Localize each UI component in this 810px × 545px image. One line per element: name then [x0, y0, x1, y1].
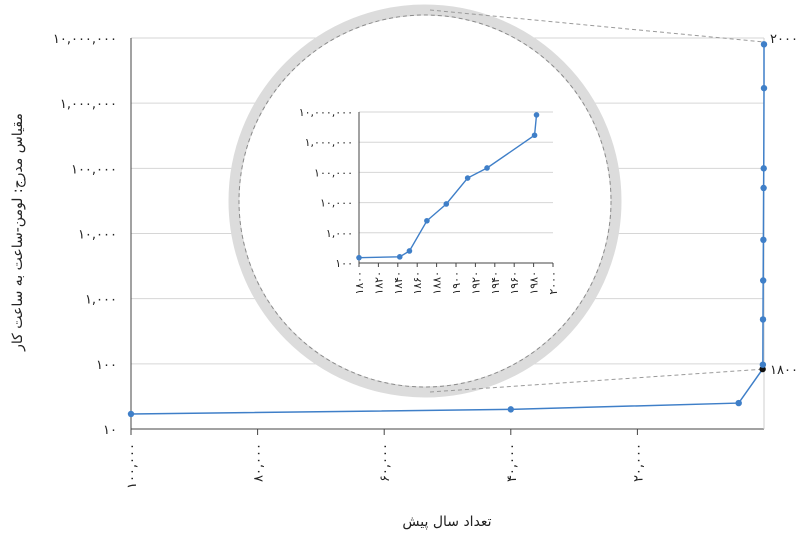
- main-x-tick-label: ۱۰۰,۰۰۰: [125, 443, 140, 489]
- inset-y-tick-label: ۱۰۰: [335, 257, 353, 270]
- main-y-tick-label: ۱۰۰: [96, 358, 117, 373]
- main-data-point: [759, 277, 767, 284]
- main-series-line: [130, 44, 765, 415]
- main-y-tick-label: ۱۰,۰۰۰: [78, 228, 117, 243]
- inset-y-tick-labels: ۱۰۰ ۱,۰۰۰ ۱۰,۰۰۰ ۱۰۰,۰۰۰ ۱,۰۰۰,۰۰۰ ۱۰,۰۰۰,۰۰۰: [299, 106, 353, 270]
- inset-x-tick-label: ۱۸۰۰: [353, 271, 366, 295]
- inset-y-tick-label: ۱,۰۰۰: [326, 227, 353, 240]
- main-y-tick-label: ۱۰: [103, 423, 117, 438]
- main-y-tick-label: ۱۰,۰۰۰,۰۰۰: [53, 32, 117, 47]
- magnifier-ring: [228, 4, 622, 398]
- main-data-point: [759, 316, 767, 323]
- main-data-point: [760, 84, 768, 92]
- main-data-point: [127, 410, 135, 418]
- inset-y-tick-label: ۱,۰۰۰,۰۰۰: [305, 136, 353, 149]
- inset-data-point: [424, 217, 430, 224]
- inset-y-tick-label: ۱۰,۰۰۰: [320, 197, 353, 210]
- inset-x-tick-label: ۱۹۴۰: [489, 271, 502, 295]
- main-data-point: [760, 236, 767, 244]
- main-data-point: [760, 41, 768, 48]
- main-data-point: [759, 361, 767, 368]
- main-y-tick-label: ۱۰۰,۰۰۰: [71, 162, 117, 177]
- inset-data-point: [464, 175, 471, 181]
- inset-x-tick-label: ۱۹۶۰: [508, 271, 521, 295]
- main-data-point: [735, 399, 742, 407]
- main-data-point: [760, 184, 767, 192]
- inset-data-point: [406, 248, 413, 254]
- main-x-tick-label: ۶۰,۰۰۰: [378, 443, 393, 482]
- inset-x-tick-label: ۱۸۲۰: [372, 271, 385, 295]
- inset-x-tick-labels: ۱۸۰۰ ۱۸۲۰ ۱۸۴۰ ۱۸۶۰ ۱۸۸۰ ۱۹۰۰ ۱۹۲۰ ۱۹۴۰ ۱۹۶۰ ۱۹۸۰…: [353, 271, 560, 295]
- inset-series: [356, 112, 540, 261]
- inset-data-point: [533, 112, 540, 118]
- inset-x-tick-label: ۱۸۶۰: [411, 271, 424, 295]
- x-axis-title: تعداد سال پیش: [402, 514, 491, 530]
- year-annotation: ۱۸۰۰: [770, 363, 798, 378]
- inset-data-point: [356, 254, 362, 261]
- main-data-point: [760, 165, 767, 172]
- inset-x-tick-label: ۲۰۰۰: [547, 271, 560, 295]
- inset-data-point: [443, 201, 450, 207]
- main-data-point: [507, 406, 514, 413]
- year-annotation: ۲۰۰۰: [770, 32, 798, 47]
- inset-y-tick-label: ۱۰,۰۰۰,۰۰۰: [299, 106, 353, 119]
- inset-data-point: [484, 165, 490, 171]
- main-x-tick-labels: ۱۰۰,۰۰۰ ۸۰,۰۰۰ ۶۰,۰۰۰ ۴۰,۰۰۰ ۲۰,۰۰۰: [125, 443, 646, 489]
- main-y-tick-label: ۱,۰۰۰,۰۰۰: [60, 97, 117, 112]
- inset-x-tick-label: ۱۹۲۰: [469, 271, 482, 295]
- main-x-tick-label: ۴۰,۰۰۰: [505, 443, 520, 482]
- magnifier-dashed-outline: [238, 14, 612, 388]
- main-y-tick-label: ۱,۰۰۰: [85, 293, 117, 308]
- main-series: [127, 41, 768, 418]
- main-x-tick-label: ۲۰,۰۰۰: [631, 443, 646, 482]
- main-x-tick-label: ۸۰,۰۰۰: [252, 443, 267, 482]
- y-axis-title: مقیاس مدرج: لومن-ساعت به ساعت کار: [10, 113, 26, 352]
- main-y-tick-labels: ۱۰ ۱۰۰ ۱,۰۰۰ ۱۰,۰۰۰ ۱۰۰,۰۰۰ ۱,۰۰۰,۰۰۰ ۱۰,۰۰۰,۰…: [53, 32, 117, 438]
- inset-x-tick-label: ۱۸۸۰: [431, 271, 444, 295]
- inset-data-point: [531, 132, 538, 139]
- inset-axes: [358, 112, 554, 267]
- inset-x-tick-label: ۱۹۰۰: [450, 271, 463, 295]
- inset-x-tick-label: ۱۹۸۰: [528, 271, 541, 295]
- inset-y-tick-label: ۱۰۰,۰۰۰: [314, 166, 353, 179]
- inset-x-tick-label: ۱۸۴۰: [392, 271, 405, 295]
- magnifier-circle: [228, 4, 622, 398]
- year-annotations: ۱۸۰۰ ۲۰۰۰: [770, 32, 798, 378]
- inset-data-point: [396, 254, 403, 260]
